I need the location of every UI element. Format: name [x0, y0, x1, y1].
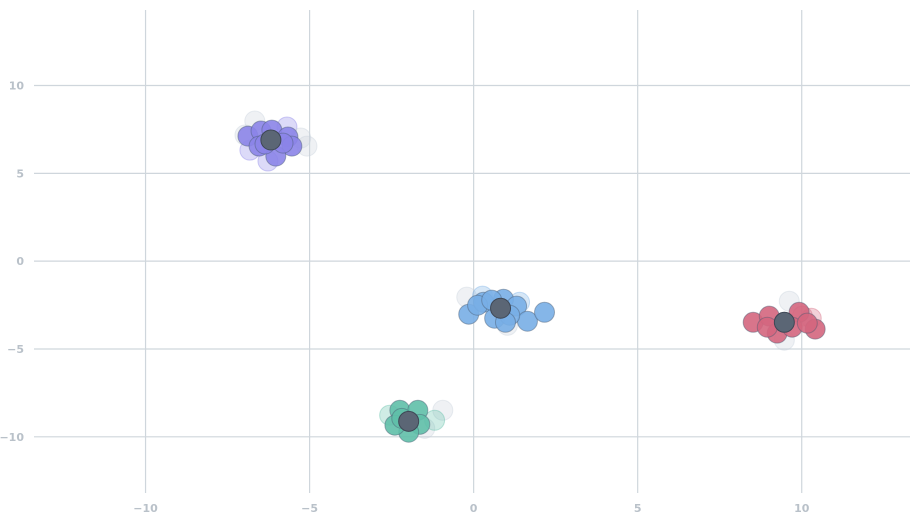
faded-point — [432, 399, 454, 421]
tick-labels: −10 −5 0 5 10 10 5 0 −5 −10 — [0, 80, 810, 515]
x-tick-label: 5 — [634, 502, 642, 515]
data-point — [796, 312, 818, 334]
cluster-4 — [379, 399, 454, 443]
y-tick-label: 0 — [16, 255, 24, 268]
y-tick-label: −5 — [7, 343, 24, 356]
centroid-point — [398, 410, 420, 432]
y-tick-label: 5 — [16, 167, 24, 180]
cluster-2 — [456, 285, 556, 336]
grid — [34, 10, 910, 493]
cluster-1 — [234, 110, 318, 172]
cluster-3 — [742, 290, 826, 351]
data-points — [234, 110, 826, 443]
x-tick-label: 10 — [794, 502, 810, 515]
data-point — [534, 301, 556, 323]
x-tick-label: −5 — [301, 502, 318, 515]
y-tick-label: 10 — [9, 80, 25, 93]
centroid-point — [260, 129, 282, 151]
x-tick-label: −10 — [133, 502, 158, 515]
y-tick-label: −10 — [0, 431, 24, 444]
centroid-point — [490, 297, 512, 319]
centroid-point — [773, 311, 795, 333]
x-tick-label: 0 — [470, 502, 478, 515]
